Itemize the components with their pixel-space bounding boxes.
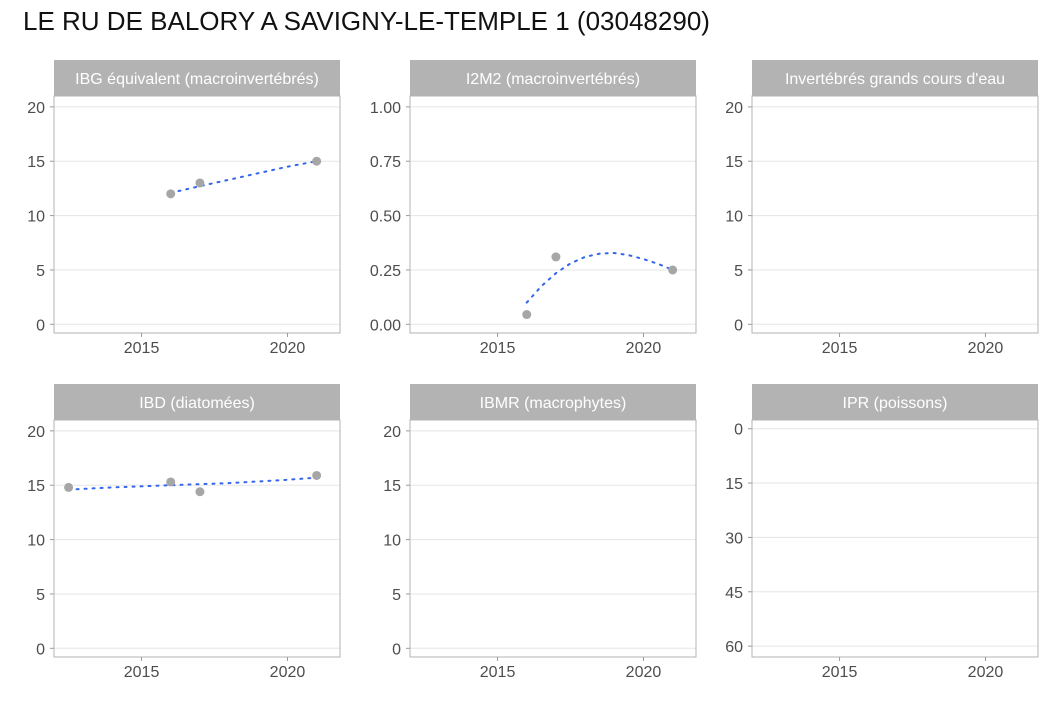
- panel-border: [751, 419, 1039, 658]
- x-tick-label: 2020: [270, 664, 306, 681]
- y-tick-label: 0: [36, 641, 45, 658]
- y-tick-label: 0.75: [370, 154, 401, 171]
- y-tick-label: 20: [27, 424, 45, 441]
- y-tick-label: 0.25: [370, 263, 401, 280]
- panel-2: I2M2 (macroinvertébrés) 0.00 0.25 0.50 0.75 1…: [370, 60, 697, 357]
- plot-area: [54, 420, 340, 657]
- x-tick-label: 2020: [626, 664, 662, 681]
- data-point: [522, 310, 532, 320]
- panel-5: IBMR (macrophytes) 0 5 10 15 20 2015 2020: [383, 384, 697, 681]
- y-tick-label: 30: [725, 530, 743, 547]
- x-tick-label: 2020: [968, 664, 1004, 681]
- trend-line: [525, 251, 674, 304]
- panel-title: IBG équivalent (macroinvertébrés): [75, 71, 319, 88]
- data-point: [166, 477, 176, 487]
- x-tick-label: 2015: [124, 664, 160, 681]
- y-tick-label: 60: [725, 639, 743, 656]
- panel-4: IBD (diatomées) 0 5 10 15 20 2015 2020: [27, 384, 341, 681]
- trend-line: [67, 476, 318, 491]
- data-point: [64, 482, 74, 492]
- y-tick-label: 0: [734, 317, 743, 334]
- y-tick-label: 5: [36, 587, 45, 604]
- x-tick-label: 2020: [968, 340, 1004, 357]
- y-tick-label: 10: [383, 533, 401, 550]
- panel-title: I2M2 (macroinvertébrés): [466, 71, 640, 88]
- data-point: [668, 265, 678, 275]
- plot-area: [752, 420, 1038, 657]
- plot-area: [752, 96, 1038, 333]
- y-tick-label: 20: [27, 100, 45, 117]
- panel-strip: [54, 60, 340, 96]
- plot-area: [410, 96, 696, 333]
- y-tick-label: 0: [392, 641, 401, 658]
- panel-title: IPR (poissons): [843, 395, 948, 412]
- x-tick-label: 2020: [626, 340, 662, 357]
- y-tick-label: 15: [383, 478, 401, 495]
- x-tick-label: 2020: [270, 340, 306, 357]
- y-tick-label: 15: [725, 476, 743, 493]
- y-tick-label: 10: [27, 209, 45, 226]
- y-tick-label: 0.00: [370, 317, 401, 334]
- y-tick-label: 0: [734, 422, 743, 439]
- panel-3: Invertébrés grands cours d'eau0510152020…: [725, 60, 1039, 357]
- panel-border: [751, 95, 1039, 334]
- data-point: [312, 470, 322, 480]
- panel-strip: [752, 60, 1038, 96]
- panel-title: Invertébrés grands cours d'eau: [785, 71, 1005, 88]
- data-point: [551, 252, 561, 262]
- panel-title: IBD (diatomées): [139, 395, 255, 412]
- y-tick-label: 0.50: [370, 209, 401, 226]
- panel-border: [409, 95, 697, 334]
- y-tick-label: 1.00: [370, 100, 401, 117]
- y-tick-label: 20: [383, 424, 401, 441]
- panel-border: [409, 419, 697, 658]
- x-tick-label: 2015: [822, 340, 858, 357]
- panel-strip: [54, 384, 340, 420]
- panel-strip: [410, 384, 696, 420]
- panel-1: IBG équivalent (macroinvertébrés) 0 5 10 15 2…: [27, 60, 341, 357]
- y-tick-label: 5: [734, 263, 743, 280]
- panel-title: IBMR (macrophytes): [480, 395, 627, 412]
- trend-line: [169, 160, 318, 194]
- y-tick-label: 10: [725, 209, 743, 226]
- y-tick-label: 15: [725, 154, 743, 171]
- panel-6: IPR (poissons) 0 15 30 45 60 2015 2020: [725, 384, 1039, 681]
- panel-strip: [752, 384, 1038, 420]
- data-point: [166, 189, 176, 199]
- chart-title: LE RU DE BALORY A SAVIGNY-LE-TEMPLE 1 (0…: [23, 6, 710, 36]
- y-tick-label: 5: [392, 587, 401, 604]
- y-tick-label: 20: [725, 100, 743, 117]
- x-tick-label: 2015: [822, 664, 858, 681]
- x-tick-label: 2015: [480, 664, 516, 681]
- data-point: [195, 487, 205, 497]
- y-tick-label: 5: [36, 263, 45, 280]
- panel-strip: [410, 60, 696, 96]
- y-tick-label: 10: [27, 533, 45, 550]
- x-tick-label: 2015: [124, 340, 160, 357]
- data-point: [312, 156, 322, 166]
- y-tick-label: 45: [725, 585, 743, 602]
- x-tick-label: 2015: [480, 340, 516, 357]
- y-tick-label: 0: [36, 317, 45, 334]
- y-tick-label: 15: [27, 478, 45, 495]
- plot-area: [54, 96, 340, 333]
- data-point: [195, 178, 205, 188]
- plot-area: [410, 420, 696, 657]
- panel-border: [53, 419, 341, 658]
- panel-border: [53, 95, 341, 334]
- y-tick-label: 15: [27, 154, 45, 171]
